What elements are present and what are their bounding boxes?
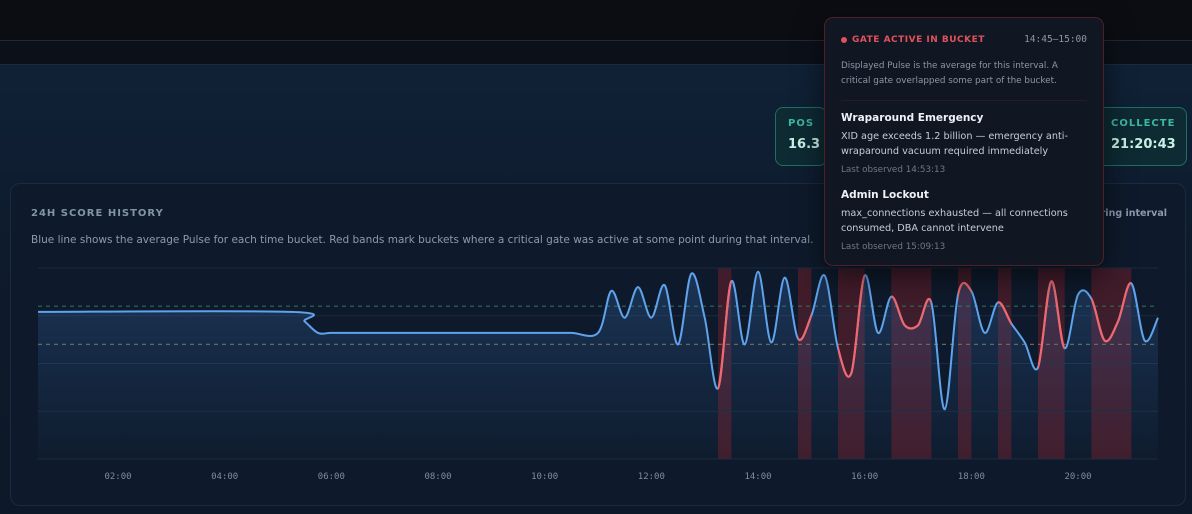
x-tick-label: 18:00	[958, 472, 985, 482]
stat-label: COLLECTED	[1111, 118, 1174, 129]
series-line	[37, 270, 1159, 411]
x-tick-label: 20:00	[1064, 472, 1091, 482]
x-tick-label: 16:00	[851, 472, 878, 482]
gate-tooltip: GATE ACTIVE IN BUCKET 14:45–15:00 Displa…	[824, 17, 1104, 266]
x-tick-label: 06:00	[318, 472, 345, 482]
gate-observed: Last observed 14:53:13	[841, 165, 946, 175]
stat-card-collected: COLLECTED 21:20:43	[1097, 107, 1187, 166]
gate-text: XID age exceeds 1.2 billion — emergency …	[841, 131, 1068, 157]
stat-value: 16.3	[788, 137, 821, 152]
gate-item: Wraparound Emergency XID age exceeds 1.2…	[841, 112, 1087, 175]
tooltip-title: GATE ACTIVE IN BUCKET	[852, 34, 985, 45]
x-tick-label: 08:00	[424, 472, 451, 482]
tooltip-time-range: 14:45–15:00	[1024, 34, 1087, 45]
gate-item: Admin Lockout max_connections exhausted …	[841, 189, 1087, 252]
x-tick-label: 04:00	[211, 472, 238, 482]
x-tick-label: 10:00	[531, 472, 558, 482]
gate-name: Admin Lockout	[841, 189, 929, 201]
stat-label: POSTG	[788, 118, 814, 129]
x-tick-label: 02:00	[104, 472, 131, 482]
series-area	[38, 271, 1158, 459]
stat-value: 21:20:43	[1111, 137, 1176, 152]
alert-dot-icon	[841, 36, 847, 43]
x-tick-label: 12:00	[638, 472, 665, 482]
chart-title: 24H SCORE HISTORY	[31, 208, 164, 219]
tooltip-description: Displayed Pulse is the average for this …	[841, 59, 1087, 101]
gate-text: max_connections exhausted — all connecti…	[841, 208, 1068, 234]
chart-description: Blue line shows the average Pulse for ea…	[31, 234, 814, 246]
x-tick-label: 14:00	[744, 472, 771, 482]
legend-gate-label: during interval	[1087, 208, 1167, 219]
gate-observed: Last observed 15:09:13	[841, 242, 946, 252]
gate-name: Wraparound Emergency	[841, 112, 984, 124]
